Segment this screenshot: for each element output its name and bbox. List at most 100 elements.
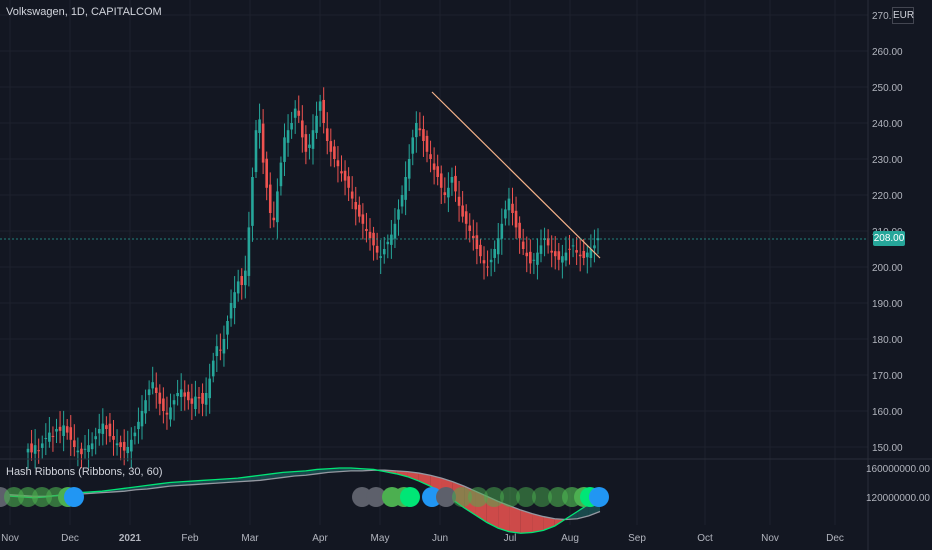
candle	[386, 234, 390, 259]
candlestick-series	[26, 87, 600, 469]
candle	[500, 208, 504, 255]
candle	[400, 185, 404, 214]
candle	[297, 95, 301, 123]
candle	[350, 176, 354, 210]
candle	[525, 236, 529, 273]
candle	[179, 373, 183, 412]
candle	[140, 395, 144, 440]
candle	[33, 429, 37, 469]
candle	[187, 384, 190, 410]
candle	[457, 180, 461, 222]
candle	[58, 411, 62, 444]
candle	[51, 426, 55, 452]
candle	[418, 112, 422, 137]
candle	[254, 120, 258, 179]
x-tick-label: May	[371, 533, 390, 544]
candle	[325, 112, 329, 155]
candle	[301, 105, 304, 153]
candle	[379, 240, 382, 275]
candle	[308, 133, 311, 160]
candle	[450, 167, 454, 196]
candle	[119, 435, 122, 461]
y-tick-label: 270.00	[872, 11, 903, 22]
candle	[425, 130, 429, 163]
candle	[589, 234, 593, 268]
candle	[272, 201, 276, 228]
candle	[236, 269, 240, 302]
candle	[472, 219, 475, 251]
x-tick-label: Oct	[697, 533, 713, 544]
ribbon-signal-dot	[352, 487, 372, 507]
ribbon-signal-dot	[532, 487, 552, 507]
candle	[158, 384, 162, 416]
candle	[571, 239, 575, 258]
candle	[90, 432, 94, 457]
candle	[130, 427, 133, 468]
candle	[290, 111, 293, 139]
candle	[190, 383, 194, 420]
candle	[108, 413, 112, 443]
candle	[475, 222, 479, 265]
candle	[244, 255, 247, 299]
candle	[489, 248, 493, 277]
candle	[304, 125, 308, 165]
ribbon-signal-dot	[548, 487, 568, 507]
ribbon-signal-dot	[589, 487, 609, 507]
candle	[201, 383, 204, 417]
candle	[468, 213, 472, 243]
candle	[532, 253, 536, 275]
candle	[229, 289, 233, 327]
ribbon-signal-dot	[400, 487, 420, 507]
y-tick-label: 170.00	[872, 371, 903, 382]
candle	[226, 315, 229, 350]
x-tick-label: 2021	[119, 533, 142, 544]
y-tick-label: 160.00	[872, 407, 903, 418]
candle	[40, 435, 44, 459]
candle	[233, 276, 236, 325]
candle	[94, 427, 97, 455]
y-tick-label: 240.00	[872, 119, 903, 130]
y-tick-label: 250.00	[872, 83, 903, 94]
candle	[343, 160, 347, 196]
candle	[582, 238, 586, 266]
x-tick-label: Feb	[181, 533, 199, 544]
candle	[375, 232, 379, 260]
candle	[479, 238, 482, 264]
candle	[261, 109, 265, 175]
candle	[407, 144, 411, 192]
candle	[336, 146, 340, 183]
candle	[286, 114, 290, 157]
candle	[596, 228, 600, 255]
candle	[536, 238, 539, 280]
candle	[197, 386, 201, 414]
candle	[496, 223, 500, 264]
candle	[44, 423, 48, 456]
candle	[222, 325, 226, 367]
currency-badge[interactable]: EUR	[892, 7, 914, 24]
candle	[162, 387, 165, 424]
candle	[550, 235, 553, 268]
candle	[87, 429, 90, 469]
candle	[461, 191, 464, 223]
ribbon-signal-dot	[452, 487, 472, 507]
candle	[361, 203, 365, 240]
candle	[144, 389, 147, 424]
candle	[73, 424, 76, 457]
ribbon-signal-dot	[32, 487, 52, 507]
candle	[133, 425, 137, 445]
candle	[368, 218, 372, 251]
candle	[586, 245, 589, 274]
x-tick-label: Sep	[628, 533, 646, 544]
candle	[112, 420, 115, 456]
candle	[137, 407, 140, 444]
candle	[283, 123, 286, 176]
candle	[411, 129, 415, 166]
candle	[126, 430, 130, 462]
ribbon-30-line	[0, 467, 601, 534]
candle	[578, 238, 582, 272]
candle	[443, 177, 447, 204]
candle	[322, 87, 325, 134]
candle	[553, 236, 557, 270]
ribbon-signal-dot	[516, 487, 536, 507]
